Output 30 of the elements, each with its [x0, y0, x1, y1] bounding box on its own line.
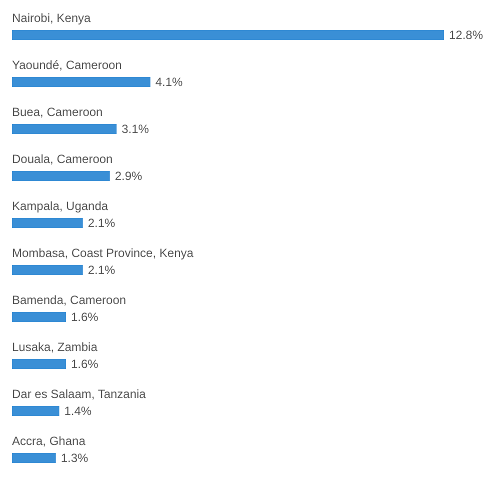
y-tick-label: Dar es Salaam, Tanzania: [12, 387, 146, 401]
bar: [12, 77, 150, 87]
y-tick-label: Yaoundé, Cameroon: [12, 58, 122, 72]
data-label: 12.8%: [449, 28, 484, 42]
data-label: 1.3%: [60, 451, 89, 465]
data-label: 2.1%: [88, 263, 116, 277]
bar: [12, 453, 56, 463]
y-tick-label: Kampala, Uganda: [12, 199, 108, 213]
bar: [12, 171, 110, 181]
data-label: 4.1%: [155, 75, 184, 89]
data-label: 1.6%: [71, 357, 99, 371]
data-label: 2.9%: [114, 169, 143, 183]
y-tick-label: Lusaka, Zambia: [12, 340, 98, 354]
y-tick-label: Nairobi, Kenya: [12, 11, 92, 25]
bar: [12, 218, 83, 228]
bar: [12, 359, 66, 369]
bar: [12, 124, 117, 134]
data-label: 3.1%: [122, 122, 150, 136]
y-tick-label: Bamenda, Cameroon: [12, 293, 126, 307]
y-tick-label: Douala, Cameroon: [12, 152, 113, 166]
bar: [12, 30, 444, 40]
bar: [12, 406, 60, 416]
y-tick-label: Accra, Ghana: [12, 434, 86, 448]
data-label: 2.1%: [88, 216, 116, 230]
y-tick-label: Buea, Cameroon: [12, 105, 103, 119]
bar: [12, 265, 83, 275]
data-label: 1.6%: [71, 310, 99, 324]
bar: [12, 312, 66, 322]
y-tick-label: Mombasa, Coast Province, Kenya: [12, 246, 194, 260]
data-label: 1.4%: [64, 404, 92, 418]
